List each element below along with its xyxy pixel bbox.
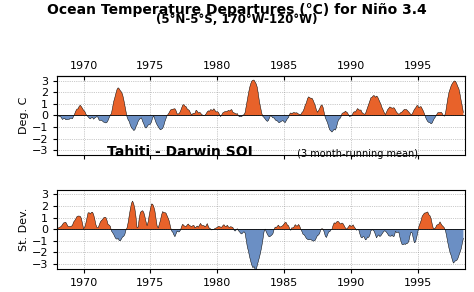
Y-axis label: Deg. C: Deg. C: [18, 97, 28, 134]
Y-axis label: St. Dev.: St. Dev.: [18, 208, 28, 251]
Text: (5°N-5°S, 170°W-120°W): (5°N-5°S, 170°W-120°W): [156, 13, 318, 26]
Text: (3 month-running mean): (3 month-running mean): [294, 149, 418, 159]
Text: Tahiti - Darwin SOI: Tahiti - Darwin SOI: [107, 145, 253, 159]
Text: Ocean Temperature Departures (°C) for Niño 3.4: Ocean Temperature Departures (°C) for Ni…: [47, 3, 427, 17]
